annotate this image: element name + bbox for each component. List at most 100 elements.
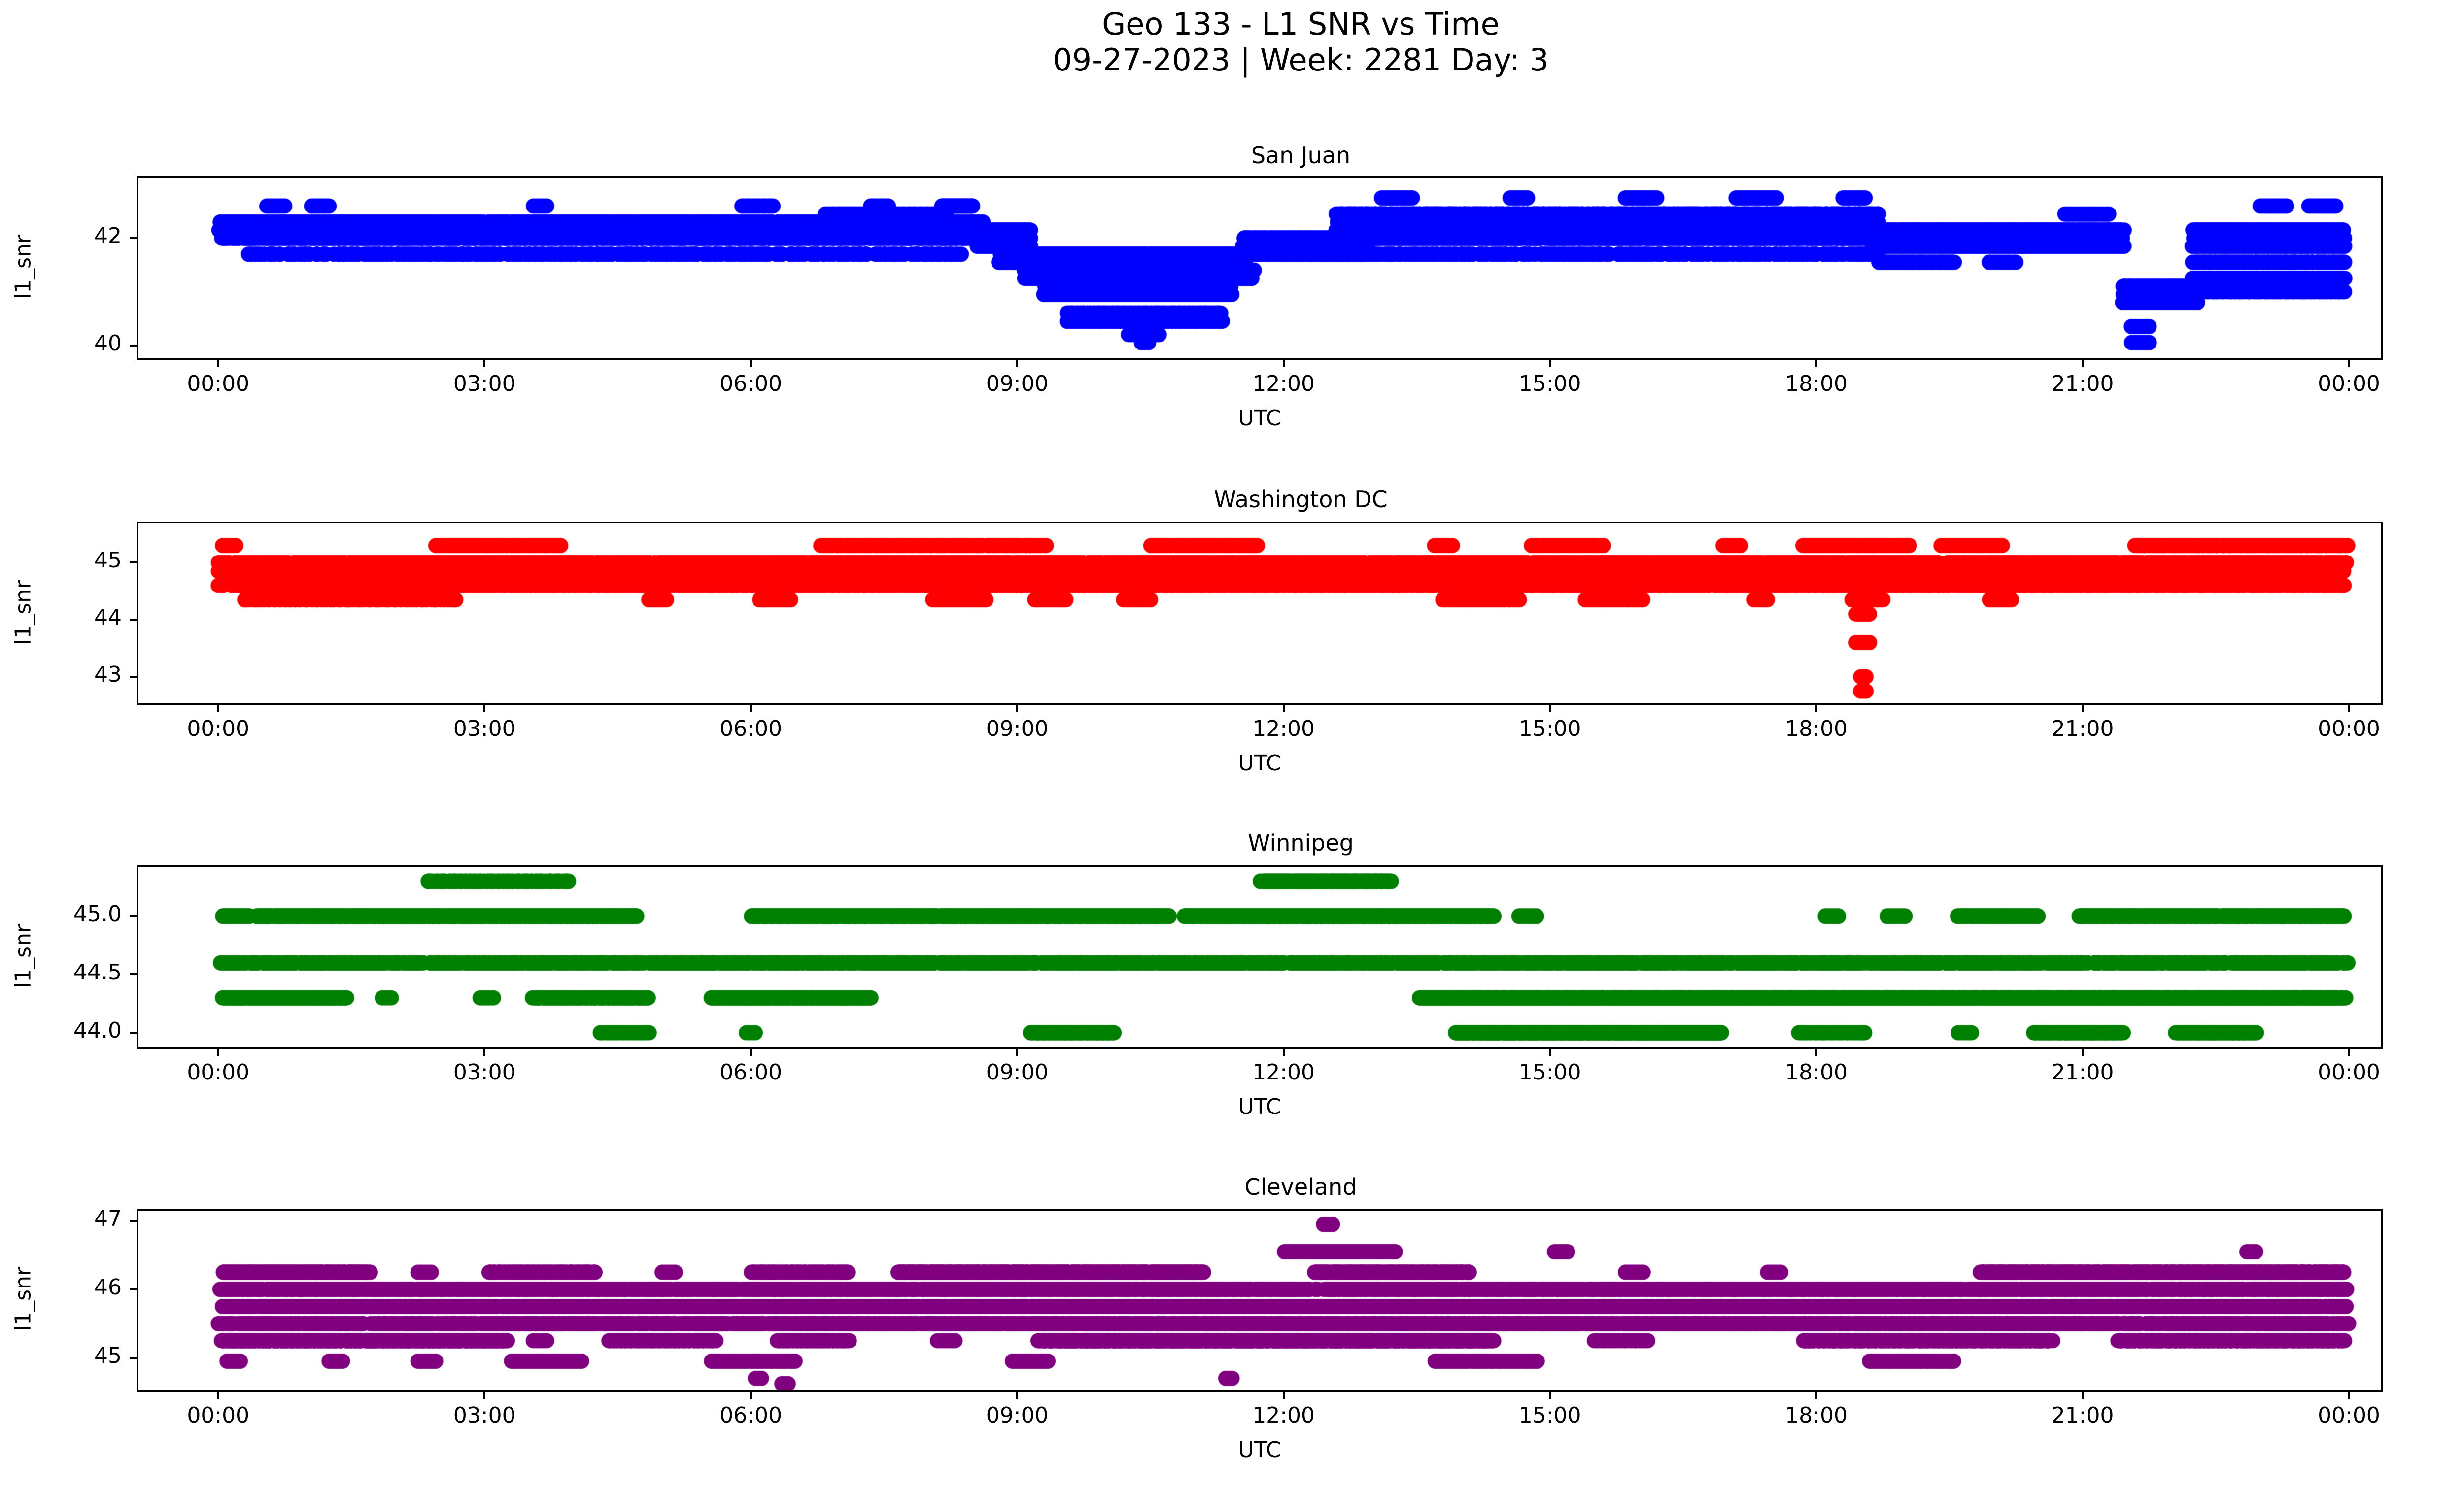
subplot-title-san-juan: San Juan <box>1251 142 1351 169</box>
xtick-label-cleveland-0: 00:00 <box>187 1403 250 1428</box>
xtick-label-winnipeg-2: 06:00 <box>719 1060 783 1085</box>
x-axis-label-san-juan: UTC <box>1238 406 1281 431</box>
xtick-mark-cleveland-2 <box>750 1392 752 1399</box>
xtick-mark-san-juan-5 <box>1549 360 1551 367</box>
ytick-label-cleveland-0: 45 <box>94 1343 122 1368</box>
xtick-mark-winnipeg-3 <box>1016 1049 1019 1056</box>
ytick-mark-winnipeg-0 <box>130 1031 137 1034</box>
xtick-mark-winnipeg-6 <box>1815 1049 1817 1056</box>
figure-title: Geo 133 - L1 SNR vs Time 09-27-2023 | We… <box>0 6 2464 78</box>
y-axis-label-cleveland: l1_snr <box>10 1266 36 1332</box>
xtick-label-san-juan-5: 15:00 <box>1518 371 1581 396</box>
ytick-label-winnipeg-2: 45.0 <box>73 901 122 927</box>
xtick-label-cleveland-3: 09:00 <box>986 1403 1049 1428</box>
xtick-mark-washington-dc-2 <box>750 705 752 712</box>
xtick-mark-washington-dc-4 <box>1282 705 1285 712</box>
xtick-mark-cleveland-5 <box>1549 1392 1551 1399</box>
xtick-mark-cleveland-8 <box>2348 1392 2350 1399</box>
xtick-mark-winnipeg-8 <box>2348 1049 2350 1056</box>
xtick-label-san-juan-7: 21:00 <box>2051 371 2114 396</box>
xtick-label-cleveland-5: 15:00 <box>1518 1403 1581 1428</box>
subplot-title-cleveland: Cleveland <box>1244 1174 1357 1200</box>
xtick-mark-washington-dc-8 <box>2348 705 2350 712</box>
xtick-label-cleveland-6: 18:00 <box>1785 1403 1848 1428</box>
ytick-mark-san-juan-1 <box>130 237 137 240</box>
xtick-label-cleveland-7: 21:00 <box>2051 1403 2114 1428</box>
ytick-label-winnipeg-0: 44.0 <box>73 1017 122 1043</box>
xtick-label-washington-dc-8: 00:00 <box>2318 716 2380 741</box>
ytick-label-washington-dc-1: 44 <box>94 605 122 630</box>
xtick-label-winnipeg-0: 00:00 <box>187 1060 250 1085</box>
xtick-mark-washington-dc-5 <box>1549 705 1551 712</box>
xtick-mark-washington-dc-7 <box>2082 705 2084 712</box>
figure-title-line2: 09-27-2023 | Week: 2281 Day: 3 <box>1053 42 1549 78</box>
y-axis-label-winnipeg: l1_snr <box>10 923 36 988</box>
xtick-mark-washington-dc-0 <box>217 705 219 712</box>
xtick-mark-washington-dc-6 <box>1815 705 1817 712</box>
ytick-mark-cleveland-1 <box>130 1288 137 1290</box>
xtick-label-cleveland-8: 00:00 <box>2318 1403 2380 1428</box>
xtick-mark-san-juan-0 <box>217 360 219 367</box>
xtick-label-san-juan-4: 12:00 <box>1252 371 1315 396</box>
xtick-label-winnipeg-4: 12:00 <box>1252 1060 1315 1085</box>
xtick-mark-winnipeg-4 <box>1282 1049 1285 1056</box>
xtick-mark-washington-dc-3 <box>1016 705 1019 712</box>
xtick-mark-san-juan-2 <box>750 360 752 367</box>
xtick-mark-cleveland-7 <box>2082 1392 2084 1399</box>
xtick-mark-winnipeg-2 <box>750 1049 752 1056</box>
scatter-points-cleveland <box>138 1211 2381 1390</box>
xtick-label-san-juan-3: 09:00 <box>986 371 1049 396</box>
subplot-title-winnipeg: Winnipeg <box>1247 830 1354 856</box>
xtick-mark-san-juan-8 <box>2348 360 2350 367</box>
xtick-label-san-juan-0: 00:00 <box>187 371 250 396</box>
ytick-mark-washington-dc-2 <box>130 561 137 564</box>
plot-area-washington-dc <box>137 522 2383 705</box>
ytick-label-washington-dc-0: 43 <box>94 662 122 688</box>
xtick-mark-cleveland-3 <box>1016 1392 1019 1399</box>
xtick-mark-san-juan-3 <box>1016 360 1019 367</box>
xtick-mark-cleveland-6 <box>1815 1392 1817 1399</box>
xtick-label-cleveland-1: 03:00 <box>453 1403 516 1428</box>
xtick-label-winnipeg-5: 15:00 <box>1518 1060 1581 1085</box>
xtick-label-winnipeg-1: 03:00 <box>453 1060 516 1085</box>
ytick-mark-washington-dc-1 <box>130 619 137 621</box>
ytick-mark-washington-dc-0 <box>130 676 137 678</box>
y-axis-label-washington-dc: l1_snr <box>10 580 36 645</box>
subplot-title-washington-dc: Washington DC <box>1214 486 1388 513</box>
ytick-mark-winnipeg-1 <box>130 973 137 975</box>
ytick-label-winnipeg-1: 44.5 <box>73 959 122 985</box>
xtick-label-washington-dc-6: 18:00 <box>1785 716 1848 741</box>
xtick-label-washington-dc-1: 03:00 <box>453 716 516 741</box>
plot-area-san-juan <box>137 176 2383 360</box>
scatter-points-winnipeg <box>138 867 2381 1047</box>
xtick-mark-cleveland-0 <box>217 1392 219 1399</box>
xtick-label-washington-dc-5: 15:00 <box>1518 716 1581 741</box>
ytick-mark-cleveland-2 <box>130 1219 137 1222</box>
ytick-label-cleveland-1: 46 <box>94 1274 122 1300</box>
ytick-label-washington-dc-2: 45 <box>94 548 122 573</box>
xtick-label-san-juan-2: 06:00 <box>719 371 783 396</box>
xtick-mark-cleveland-4 <box>1282 1392 1285 1399</box>
ytick-label-san-juan-1: 42 <box>94 223 122 249</box>
xtick-mark-winnipeg-5 <box>1549 1049 1551 1056</box>
xtick-mark-cleveland-1 <box>483 1392 486 1399</box>
x-axis-label-winnipeg: UTC <box>1238 1094 1281 1119</box>
xtick-mark-san-juan-4 <box>1282 360 1285 367</box>
x-axis-label-cleveland: UTC <box>1238 1437 1281 1462</box>
xtick-label-san-juan-8: 00:00 <box>2318 371 2380 396</box>
xtick-label-washington-dc-4: 12:00 <box>1252 716 1315 741</box>
figure-title-line1: Geo 133 - L1 SNR vs Time <box>1102 6 1500 42</box>
scatter-points-san-juan <box>138 178 2381 358</box>
xtick-label-cleveland-2: 06:00 <box>719 1403 783 1428</box>
xtick-mark-san-juan-1 <box>483 360 486 367</box>
ytick-label-san-juan-0: 40 <box>94 330 122 356</box>
xtick-mark-washington-dc-1 <box>483 705 486 712</box>
xtick-label-winnipeg-8: 00:00 <box>2318 1060 2380 1085</box>
xtick-label-winnipeg-6: 18:00 <box>1785 1060 1848 1085</box>
scatter-points-washington-dc <box>138 523 2381 703</box>
xtick-mark-winnipeg-7 <box>2082 1049 2084 1056</box>
ytick-label-cleveland-2: 47 <box>94 1206 122 1231</box>
xtick-label-cleveland-4: 12:00 <box>1252 1403 1315 1428</box>
xtick-label-washington-dc-0: 00:00 <box>187 716 250 741</box>
